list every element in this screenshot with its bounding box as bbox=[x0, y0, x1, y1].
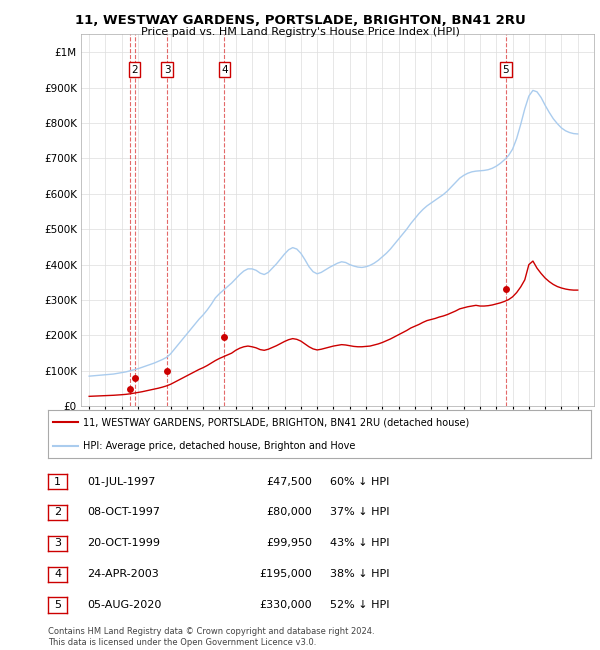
Text: 20-OCT-1999: 20-OCT-1999 bbox=[87, 538, 160, 549]
Text: £47,500: £47,500 bbox=[266, 476, 312, 486]
Text: 11, WESTWAY GARDENS, PORTSLADE, BRIGHTON, BN41 2RU: 11, WESTWAY GARDENS, PORTSLADE, BRIGHTON… bbox=[74, 14, 526, 27]
Text: 5: 5 bbox=[54, 601, 61, 610]
Text: 24-APR-2003: 24-APR-2003 bbox=[87, 569, 159, 579]
Text: HPI: Average price, detached house, Brighton and Hove: HPI: Average price, detached house, Brig… bbox=[83, 441, 356, 450]
Text: 3: 3 bbox=[54, 538, 61, 549]
Text: 37% ↓ HPI: 37% ↓ HPI bbox=[330, 508, 389, 517]
Text: 43% ↓ HPI: 43% ↓ HPI bbox=[330, 538, 389, 549]
Text: Price paid vs. HM Land Registry's House Price Index (HPI): Price paid vs. HM Land Registry's House … bbox=[140, 27, 460, 37]
Text: 2: 2 bbox=[131, 65, 138, 75]
Text: Contains HM Land Registry data © Crown copyright and database right 2024.
This d: Contains HM Land Registry data © Crown c… bbox=[48, 627, 374, 647]
Text: 38% ↓ HPI: 38% ↓ HPI bbox=[330, 569, 389, 579]
Text: 60% ↓ HPI: 60% ↓ HPI bbox=[330, 476, 389, 486]
Text: £80,000: £80,000 bbox=[266, 508, 312, 517]
Text: £195,000: £195,000 bbox=[259, 569, 312, 579]
Text: 5: 5 bbox=[503, 65, 509, 75]
Text: 3: 3 bbox=[164, 65, 170, 75]
Text: 08-OCT-1997: 08-OCT-1997 bbox=[87, 508, 160, 517]
Text: £330,000: £330,000 bbox=[259, 601, 312, 610]
Text: 4: 4 bbox=[221, 65, 228, 75]
Text: 05-AUG-2020: 05-AUG-2020 bbox=[87, 601, 161, 610]
Text: 52% ↓ HPI: 52% ↓ HPI bbox=[330, 601, 389, 610]
Text: 4: 4 bbox=[54, 569, 61, 579]
Text: 01-JUL-1997: 01-JUL-1997 bbox=[87, 476, 155, 486]
Text: 11, WESTWAY GARDENS, PORTSLADE, BRIGHTON, BN41 2RU (detached house): 11, WESTWAY GARDENS, PORTSLADE, BRIGHTON… bbox=[83, 417, 470, 427]
Text: £99,950: £99,950 bbox=[266, 538, 312, 549]
Text: 2: 2 bbox=[54, 508, 61, 517]
Text: 1: 1 bbox=[54, 476, 61, 486]
